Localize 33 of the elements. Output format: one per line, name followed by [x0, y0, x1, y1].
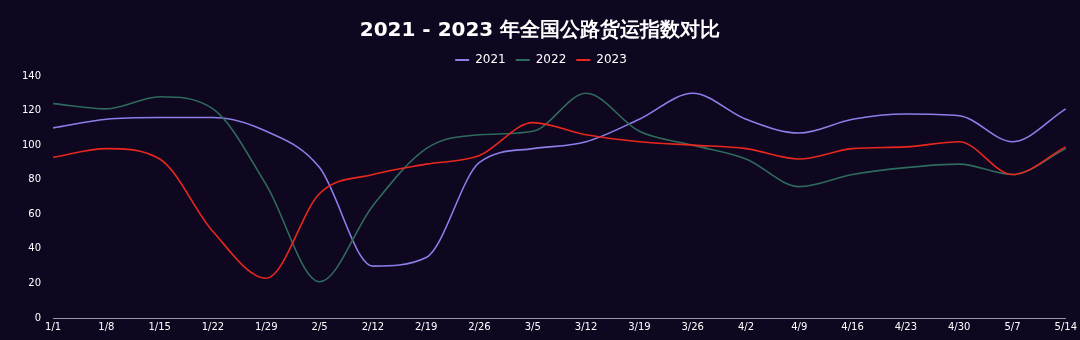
legend-label: 2022 [535, 52, 567, 67]
x-tick-label: 2/19 [414, 320, 438, 332]
x-tick-label: 4/16 [841, 320, 864, 332]
legend-label: 2021 [475, 52, 506, 67]
x-tick-label: 1/8 [98, 320, 115, 332]
x-tick-label: 3/5 [524, 320, 541, 332]
x-tick-label: 3/19 [628, 320, 651, 332]
x-tick-label: 4/2 [737, 320, 755, 332]
x-tick-label: 2/5 [311, 320, 328, 332]
x-tick-label: 3/12 [574, 320, 598, 332]
y-tick-label: 80 [28, 173, 42, 185]
y-tick-label: 140 [21, 69, 42, 81]
x-tick-label: 2/12 [361, 320, 385, 332]
y-tick-label: 120 [21, 104, 42, 116]
x-tick-label: 1/15 [148, 320, 171, 332]
x-tick-label: 1/22 [201, 320, 225, 332]
x-tick-label: 3/26 [681, 320, 704, 332]
x-tick-label: 5/14 [1054, 320, 1078, 332]
x-tick-label: 4/23 [894, 320, 918, 332]
x-tick-label: 4/9 [791, 320, 808, 332]
x-tick-label: 4/30 [947, 320, 971, 332]
line-series [52, 121, 1067, 280]
chart-title: 2021 - 2023 年全国公路货运指数对比 [358, 16, 722, 43]
x-tick-label: 5/7 [1004, 320, 1021, 332]
y-tick-label: 60 [28, 207, 42, 219]
y-tick-label: 20 [28, 277, 42, 289]
legend-label: 2023 [596, 52, 627, 67]
y-tick-label: 40 [28, 242, 42, 254]
x-tick-label: 1/29 [255, 320, 278, 332]
x-tick-label: 2/26 [468, 320, 491, 332]
y-tick-label: 100 [21, 138, 42, 150]
y-tick-label: 0 [34, 311, 42, 323]
x-tick-label: 1/1 [45, 320, 62, 332]
